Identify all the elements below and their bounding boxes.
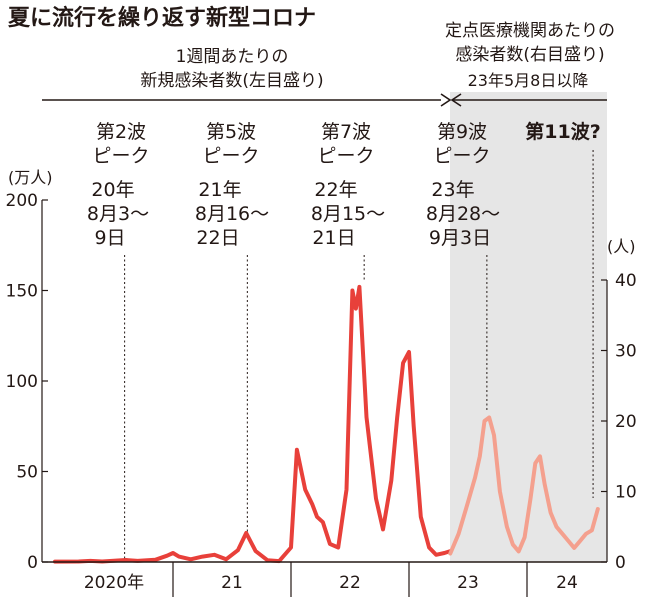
series-line-per-clinic — [448, 415, 600, 556]
x-axis: 2020年 21 22 23 24 — [42, 561, 607, 597]
wave-2-peak: ピーク — [92, 145, 149, 167]
wave-5-date-end: 22日 — [196, 227, 239, 249]
wave-5-label: 第5波 — [206, 121, 256, 143]
right-tick-label: 40 — [615, 271, 637, 291]
peak-lines — [124, 150, 594, 559]
wave-annotation-7: 第7波 ピーク 22年 8月15〜 21日 — [311, 121, 385, 249]
wave-2-date-end: 9日 — [94, 227, 125, 249]
right-tick-label: 0 — [615, 553, 626, 573]
series-lines — [53, 284, 600, 564]
right-tick-label: 30 — [615, 342, 637, 362]
wave-9-date-end: 9月3日 — [429, 227, 491, 249]
wave-annotation-5: 第5波 ピーク 21年 8月16〜 22日 — [195, 121, 269, 249]
x-tick-label: 23 — [457, 573, 479, 593]
left-tick-label: 200 — [6, 191, 38, 211]
left-tick-label: 50 — [16, 463, 38, 483]
wave-2-date-year: 20年 — [91, 179, 134, 201]
left-axis-ticks: 0 50 100 150 200 — [6, 191, 48, 573]
wave-7-label: 第7波 — [321, 121, 371, 143]
right-tick-label: 20 — [615, 412, 637, 432]
wave-11-label: 第11波? — [525, 120, 600, 143]
wave-9-date-start: 8月28〜 — [426, 203, 500, 225]
right-series-label-1: 定点医療機関あたりの — [445, 21, 615, 41]
left-period-arrowhead — [440, 93, 452, 107]
wave-2-label: 第2波 — [96, 121, 146, 143]
series-line-new-cases — [53, 284, 453, 564]
right-since-label: 23年5月8日以降 — [468, 71, 589, 90]
wave-7-peak: ピーク — [317, 145, 374, 167]
left-tick-label: 150 — [6, 282, 38, 302]
wave-2-date-start: 8月3〜 — [87, 203, 149, 225]
right-series-label-2: 感染者数(右目盛り) — [455, 45, 604, 65]
x-tick-label: 22 — [339, 573, 361, 593]
right-axis-unit: (人) — [607, 237, 636, 256]
left-tick-label: 0 — [27, 553, 38, 573]
left-tick-label: 100 — [6, 372, 38, 392]
wave-annotation-9: 第9波 ピーク 23年 8月28〜 9月3日 — [426, 121, 500, 249]
x-tick-label: 24 — [556, 573, 578, 593]
wave-5-date-start: 8月16〜 — [195, 203, 269, 225]
shaded-period — [450, 92, 607, 562]
wave-9-date-year: 23年 — [431, 179, 474, 201]
wave-9-label: 第9波 — [437, 121, 487, 143]
wave-7-date-end: 21日 — [312, 227, 355, 249]
right-tick-label: 10 — [615, 483, 637, 503]
wave-5-peak: ピーク — [202, 145, 259, 167]
wave-5-date-year: 21年 — [198, 179, 241, 201]
right-axis-ticks: 0 10 20 30 40 — [601, 271, 637, 573]
wave-annotation-2: 第2波 ピーク 20年 8月3〜 9日 — [87, 121, 150, 249]
wave-7-date-start: 8月15〜 — [311, 203, 385, 225]
right-period-arrowhead — [450, 93, 462, 107]
x-tick-label: 2020年 — [84, 573, 144, 593]
wave-7-date-year: 22年 — [314, 179, 357, 201]
left-axis-unit: (万人) — [8, 168, 53, 187]
left-series-label-1: 1週間あたりの — [176, 47, 289, 67]
wave-9-peak: ピーク — [433, 145, 490, 167]
x-tick-label: 21 — [221, 573, 243, 593]
chart-title: 夏に流行を繰り返す新型コロナ — [8, 5, 316, 31]
left-series-label-2: 新規感染者数(左目盛り) — [140, 71, 323, 91]
